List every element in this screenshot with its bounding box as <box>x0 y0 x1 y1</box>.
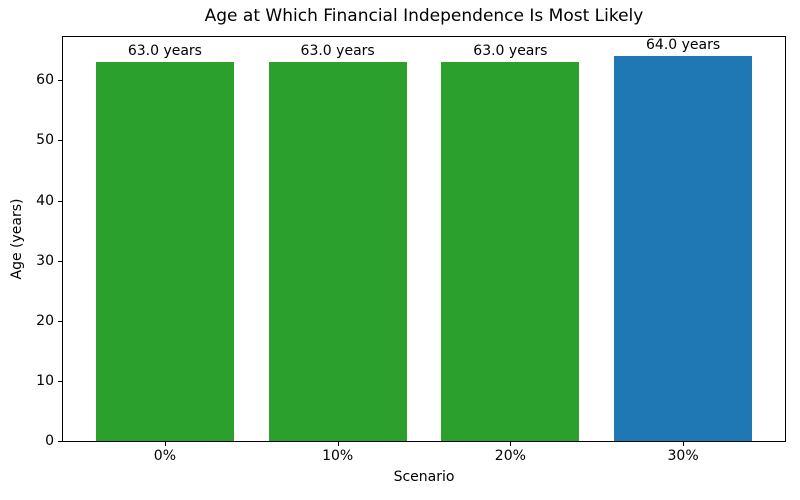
bar-0% <box>95 62 234 441</box>
y-tick-mark <box>58 441 62 442</box>
x-tick-mark <box>683 442 685 446</box>
y-tick-label: 20 <box>36 312 54 329</box>
y-tick-label: 60 <box>36 72 54 89</box>
y-tick-label: 40 <box>36 192 54 209</box>
x-tick-label: 20% <box>494 448 526 464</box>
y-tick-label: 0 <box>45 433 54 449</box>
y-tick-mark <box>58 320 62 322</box>
y-tick-mark <box>58 380 62 382</box>
x-tick-label: 0% <box>153 448 177 464</box>
y-tick-mark <box>58 260 62 262</box>
x-tick-label: 10% <box>322 448 354 464</box>
bar-10% <box>268 62 407 441</box>
y-tick-mark <box>58 80 62 82</box>
x-tick-mark <box>164 442 166 446</box>
y-tick-label: 10 <box>36 372 54 389</box>
x-tick-label: 30% <box>667 448 699 464</box>
x-tick-mark <box>510 442 512 446</box>
y-tick-mark <box>58 140 62 142</box>
y-tick-label: 30 <box>36 252 54 269</box>
bar-value-label: 63.0 years <box>127 43 202 60</box>
y-tick-mark <box>58 200 62 202</box>
y-tick-label: 50 <box>36 132 54 149</box>
x-axis-label: Scenario <box>393 469 455 485</box>
bar-value-label: 64.0 years <box>646 37 721 54</box>
y-axis-label: Age (years) <box>9 198 25 280</box>
bar-value-label: 63.0 years <box>300 43 375 60</box>
bar-value-label: 63.0 years <box>473 43 548 60</box>
chart-title: Age at Which Financial Independence Is M… <box>204 6 644 26</box>
bar-30% <box>614 56 753 441</box>
x-tick-mark <box>337 442 339 446</box>
bar-20% <box>441 62 580 441</box>
plot-area: 63.0 years 63.0 years 63.0 years 64.0 years <box>62 36 786 442</box>
